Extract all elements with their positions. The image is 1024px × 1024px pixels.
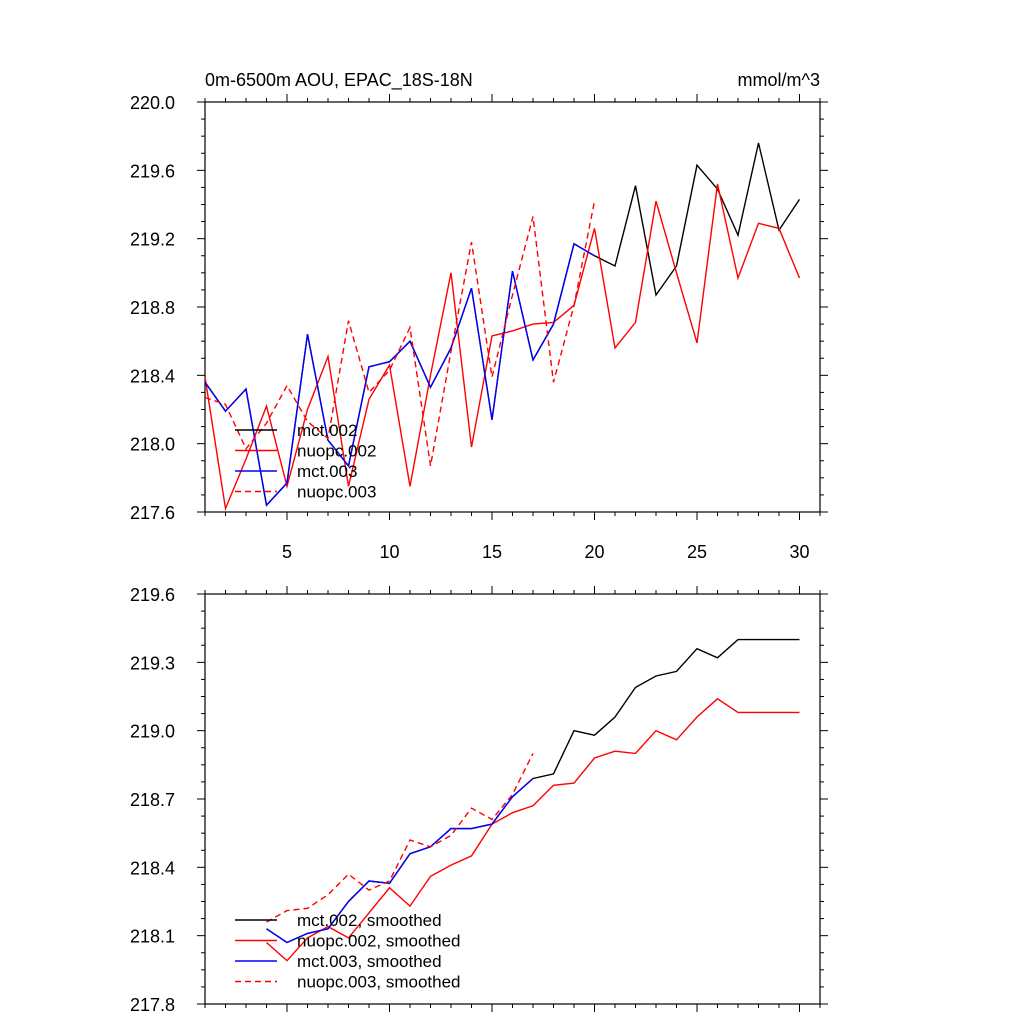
top-chart-units: mmol/m^3: [738, 70, 820, 90]
y-tick-label: 219.3: [130, 653, 175, 673]
x-tick-label: 20: [584, 542, 604, 562]
y-tick-label: 218.1: [130, 927, 175, 947]
series-line-nuopc-003: [204, 200, 596, 467]
series-line-mct-003: [204, 242, 595, 507]
y-tick-label: 218.4: [130, 858, 175, 878]
x-tick-label: 5: [282, 542, 292, 562]
y-tick-label: 218.4: [130, 366, 175, 386]
legend-label: nuopc.003, smoothed: [297, 973, 461, 992]
y-tick-label: 220.0: [130, 93, 175, 113]
legend-label: mct.003: [297, 462, 357, 481]
legend-label: mct.002: [297, 421, 357, 440]
legend-label: mct.003, smoothed: [297, 952, 442, 971]
series-line-nuopc-003-smoothed: [266, 753, 534, 923]
y-tick-label: 217.8: [130, 995, 175, 1015]
series-line-mct-002-smoothed: [266, 638, 800, 944]
bottom-plot-area: 217.8 218.1 218.4 218.7 219.0 219.3 219.6 mct.0…: [130, 585, 828, 1015]
top-chart-title: 0m-6500m AOU, EPAC_18S-18N: [205, 70, 473, 91]
y-tick-label: 219.0: [130, 722, 175, 742]
legend-label: mct.002, smoothed: [297, 911, 442, 930]
series-line-mct-002: [204, 142, 801, 507]
y-tick-label: 217.6: [130, 503, 175, 523]
legend-label: nuopc.003: [297, 483, 376, 502]
y-tick-label: 218.7: [130, 790, 175, 810]
legend-label: nuopc.002: [297, 442, 376, 461]
top-plot-area: 5 10 15 20 25 30 217.6 218.0 218.4 218.8 219.2 219.…: [130, 93, 828, 562]
x-tick-label: 25: [687, 542, 707, 562]
y-tick-label: 218.8: [130, 298, 175, 318]
series-line-nuopc-002-smoothed: [266, 697, 800, 962]
y-tick-label: 219.6: [130, 161, 175, 181]
x-tick-label: 15: [482, 542, 502, 562]
y-tick-label: 218.0: [130, 435, 175, 455]
series-line-mct-003-smoothed: [266, 777, 534, 944]
legend-label: nuopc.002, smoothed: [297, 932, 461, 951]
x-tick-label: 10: [379, 542, 399, 562]
x-tick-label: 30: [789, 542, 809, 562]
y-tick-label: 219.6: [130, 585, 175, 605]
y-tick-label: 219.2: [130, 230, 175, 250]
